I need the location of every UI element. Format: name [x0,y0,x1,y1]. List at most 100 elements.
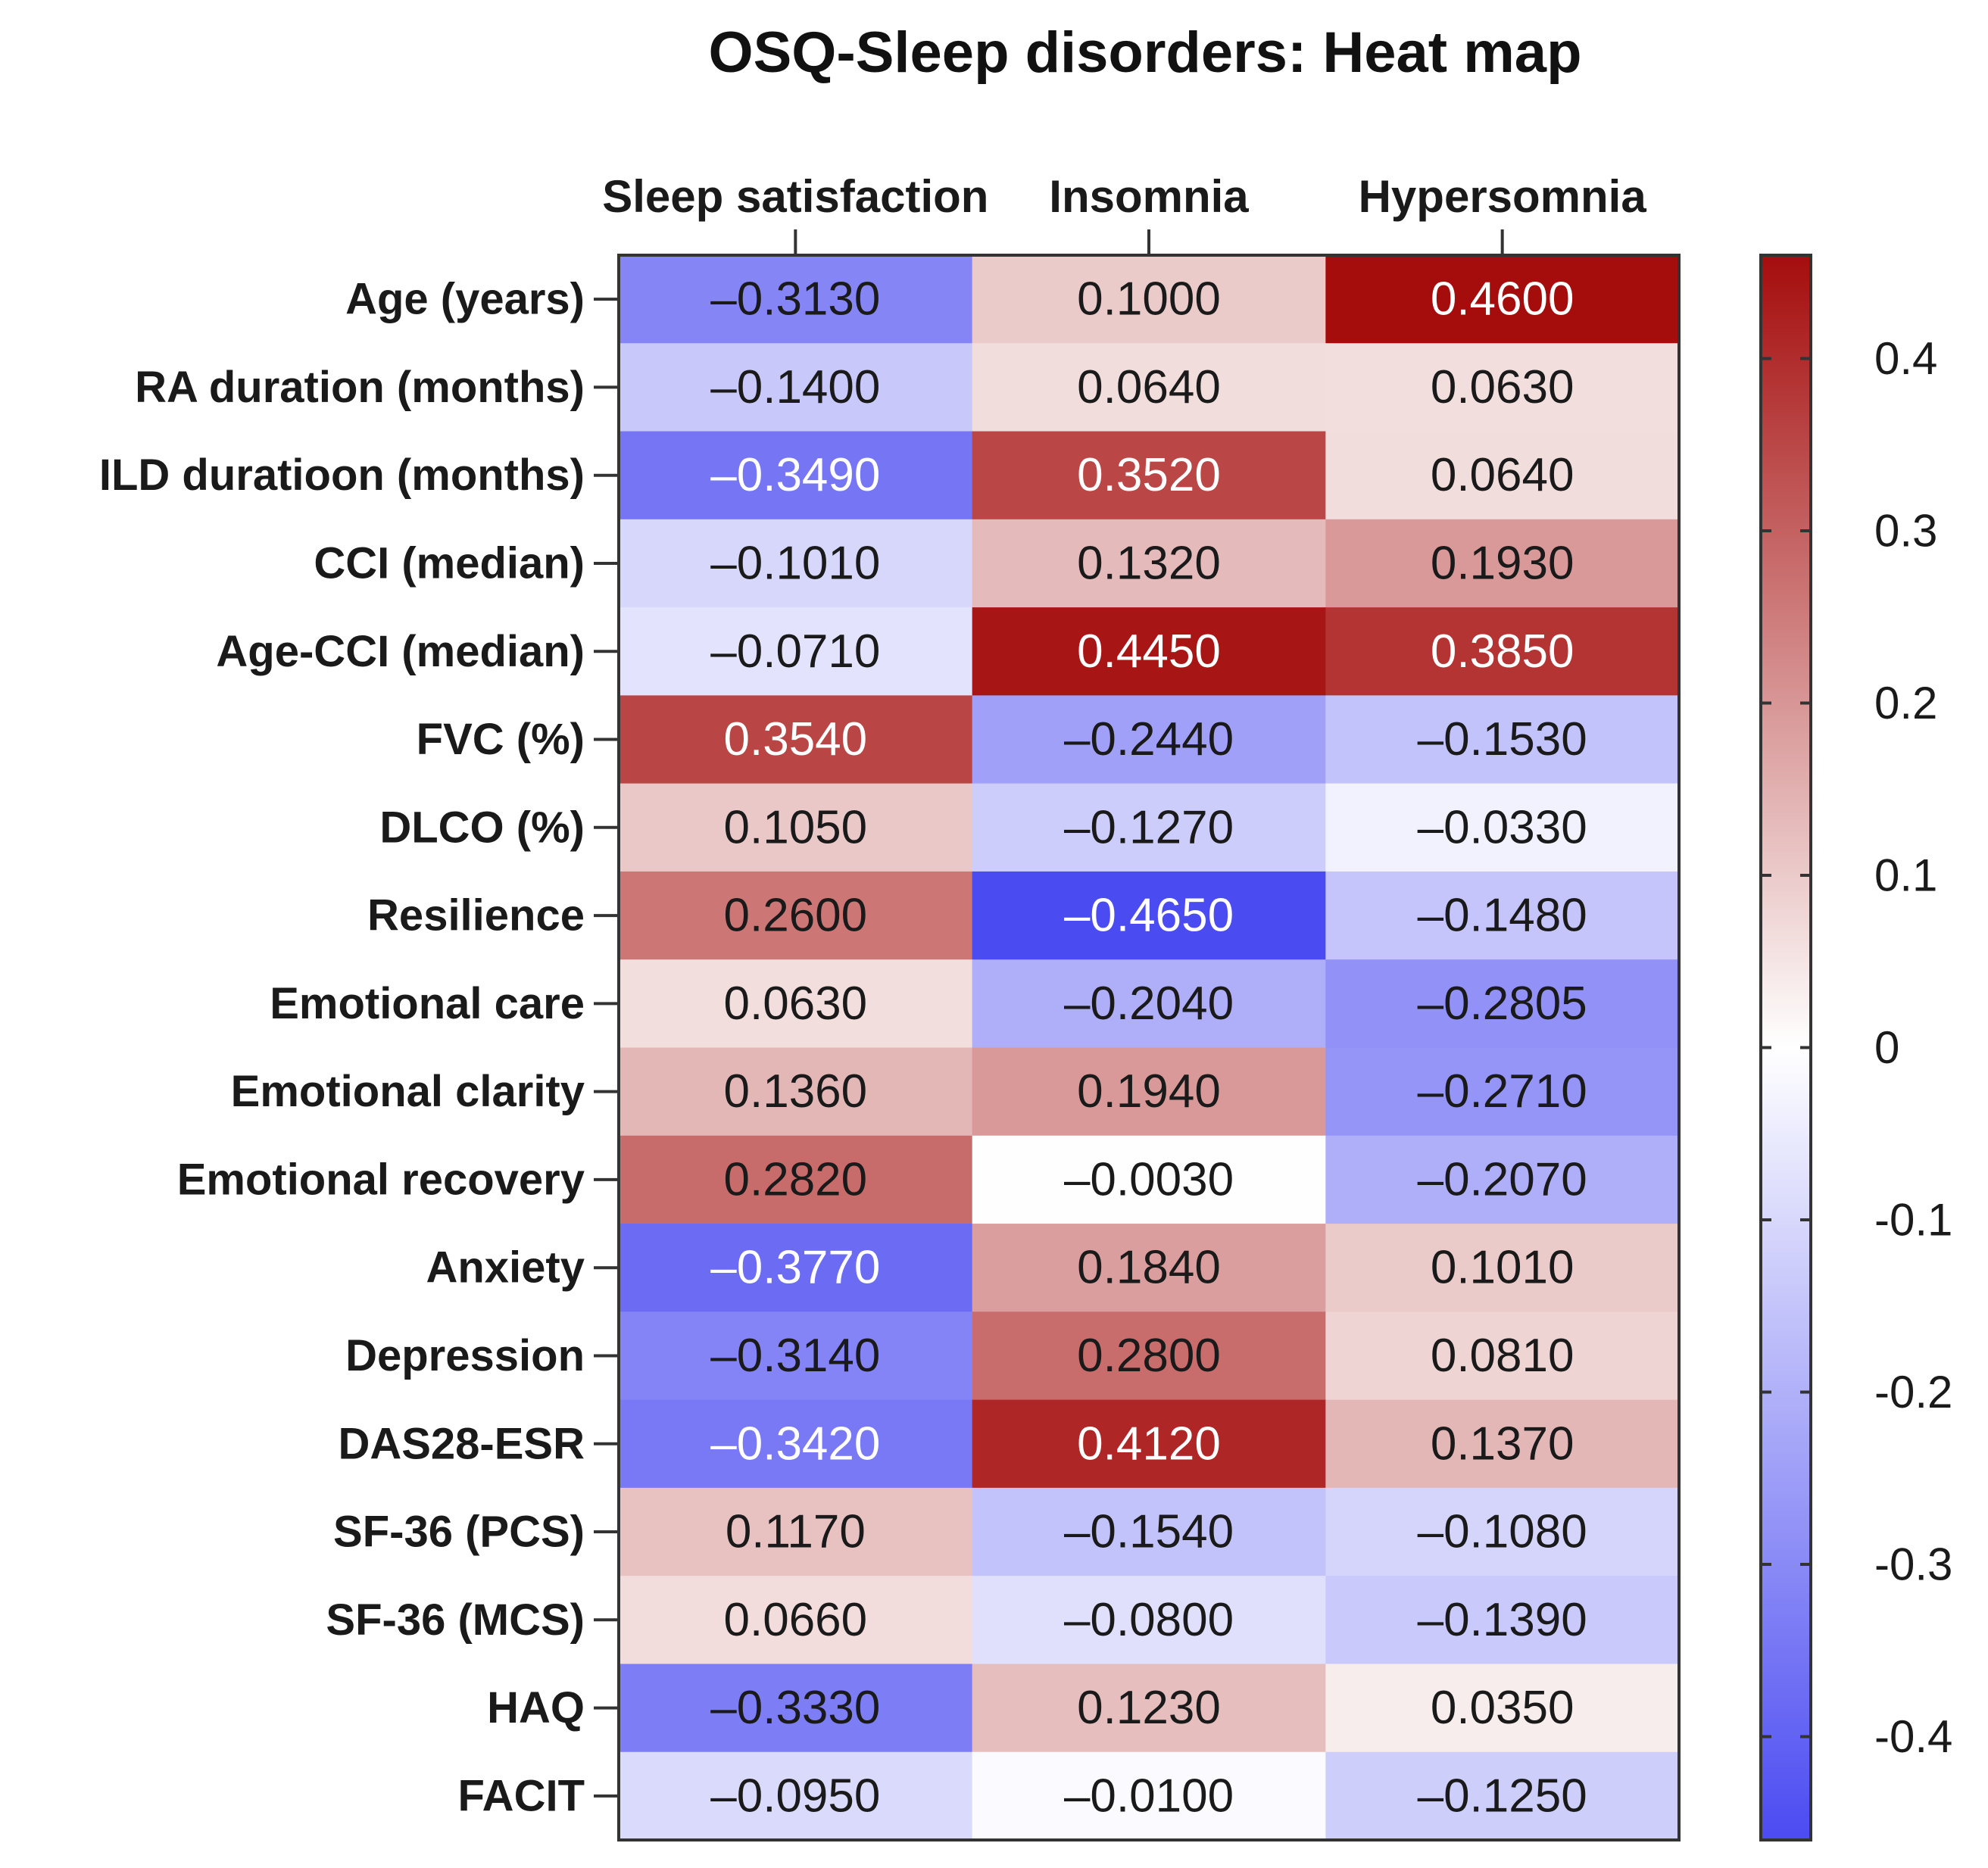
colorbar-tick-label: 0.3 [1874,506,1937,557]
column-label: Insomnia [1049,171,1249,222]
cell-value-label: 0.3850 [1431,625,1574,678]
cell-value-label: 0.1370 [1431,1417,1574,1470]
cell-value-label: –0.0710 [710,625,880,678]
colorbar-tick-label: 0.1 [1874,850,1937,901]
cell-value-label: 0.0350 [1431,1682,1574,1734]
cell-value-label: 0.1840 [1077,1242,1221,1294]
cell-value-label: –0.2040 [1064,978,1234,1030]
cell-value-label: 0.2820 [724,1153,868,1205]
heatmap-frame [617,254,1681,1841]
row-label: CCI (median) [314,538,585,588]
cell-value-label: 0.1320 [1077,537,1221,589]
cell-value-label: –0.4650 [1064,890,1234,942]
heatmap-cell [619,343,973,432]
cell-value-label: –0.1390 [1418,1594,1587,1646]
row-label: RA duration (months) [135,363,585,412]
colorbar-tick-label: 0 [1874,1022,1899,1073]
cell-value-label: 0.3540 [724,713,868,766]
heatmap-cell [1325,1224,1680,1312]
cell-value-label: 0.0630 [1431,361,1574,413]
column-label: Sleep satisfaction [602,171,988,222]
heatmap-cell [1325,695,1680,784]
cell-value-label: –0.3770 [710,1242,880,1294]
cell-value-label: –0.0950 [710,1770,880,1822]
row-label: FACIT [457,1771,585,1820]
cell-value-label: 0.1930 [1431,537,1574,589]
heatmap-cell [619,1664,973,1753]
cell-value-label: –0.2710 [1418,1065,1587,1118]
row-label: ILD duratioon (months) [99,451,585,500]
heatmap-cell [1325,871,1680,960]
cell-value-label: –0.2070 [1418,1153,1587,1205]
cell-value-label: –0.3330 [710,1682,880,1734]
cell-value-label: –0.0100 [1064,1770,1234,1822]
cell-value-label: 0.0810 [1431,1330,1574,1382]
heatmap-cell [619,607,973,696]
heatmap-cell [1325,343,1680,432]
heatmap-cell [1325,1487,1680,1576]
cell-value-label: –0.1080 [1418,1506,1587,1558]
heatmap-cell [619,255,973,344]
row-label: Emotional recovery [177,1155,585,1204]
heatmap-cell [972,1751,1326,1841]
cell-value-label: –0.0330 [1418,801,1587,853]
cell-value-label: 0.2800 [1077,1330,1221,1382]
heatmap-cell [972,1576,1326,1665]
cell-value-label: –0.1400 [710,361,880,413]
heatmap-cell [619,1224,973,1312]
cell-value-label: –0.1530 [1418,713,1587,766]
cell-value-label: –0.2805 [1418,978,1587,1030]
heatmap-cell [619,1047,973,1137]
colorbar-ticks: 0.4 0.3 0.2 0.1 0 -0.1 -0.2 -0.3 -0.4 [1761,333,1952,1762]
cell-value-label: 0.2600 [724,890,868,942]
cell-value-label: –0.3490 [710,449,880,501]
row-label: Depression [345,1331,585,1380]
cell-value-label: –0.0800 [1064,1594,1234,1646]
heatmap-cell [972,519,1326,608]
heatmap-cell [619,431,973,520]
heatmap-cell [619,695,973,784]
heatmap-cell [1325,1664,1680,1753]
row-label: Age (years) [345,275,585,324]
cell-value-label: –0.2440 [1064,713,1234,766]
cell-value-label: –0.1480 [1418,890,1587,942]
heatmap-cell [619,959,973,1049]
heatmap-cell [972,1664,1326,1753]
heatmap-cell [619,783,973,872]
heatmap-cell [619,519,973,608]
row-label: Resilience [367,891,585,940]
heatmap-cell [972,343,1326,432]
cell-value-label: 0.1170 [726,1506,866,1558]
column-label: Hypersomnia [1359,171,1647,222]
row-label: Anxiety [426,1243,585,1293]
row-label: FVC (%) [417,715,585,764]
heatmap-cell [619,1487,973,1576]
cell-value-label: 0.0640 [1431,449,1574,501]
cell-value-label: 0.1010 [1431,1242,1574,1294]
heatmap-cell [1325,1135,1680,1224]
row-label: Emotional clarity [231,1067,585,1116]
chart-title: OSQ-Sleep disorders: Heat map [709,20,1582,85]
heatmap-cell [972,1399,1326,1489]
heatmap-cell [972,1047,1326,1137]
heatmap-cells: –0.3130 0.1000 0.4600 –0.1400 0.0640 0.0630 –0… [619,255,1680,1841]
cell-value-label: 0.1050 [724,801,868,853]
row-label: DAS28-ESR [338,1419,585,1468]
cell-value-label: 0.4600 [1431,273,1574,326]
column-labels: Sleep satisfaction Insomnia Hypersomnia [602,171,1646,255]
heatmap-cell [619,1751,973,1841]
cell-value-label: –0.1270 [1064,801,1234,853]
colorbar-tick-label: -0.3 [1874,1539,1952,1590]
colorbar-tick-label: -0.4 [1874,1711,1952,1762]
cell-value-label: 0.1360 [724,1065,868,1118]
heatmap-cell [972,607,1326,696]
heatmap-cell [972,431,1326,520]
heatmap-cell [972,695,1326,784]
heatmap-cell [1325,1576,1680,1665]
cell-value-label: 0.3520 [1077,449,1221,501]
heatmap-cell [972,1487,1326,1576]
heatmap-cell [972,871,1326,960]
cell-value-label: 0.1230 [1077,1682,1221,1734]
cell-value-label: –0.0030 [1064,1153,1234,1205]
